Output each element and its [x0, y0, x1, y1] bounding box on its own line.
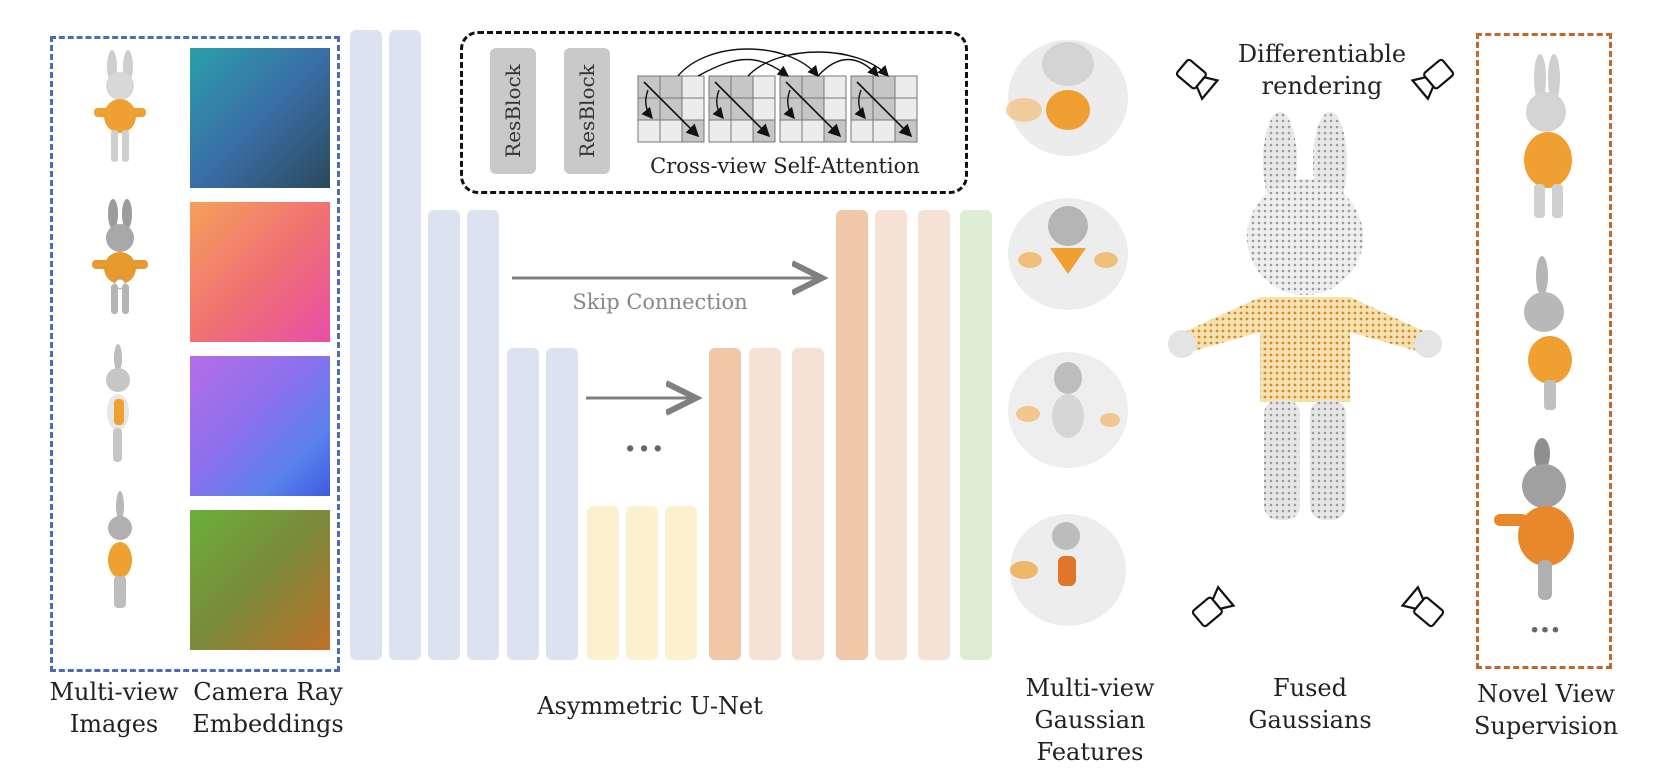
- novel-ellipsis: ...: [1529, 605, 1561, 640]
- ray-embedding-3: [190, 356, 330, 496]
- attention-grid: [850, 75, 918, 143]
- label-multiview-images: Multi-view Images: [49, 678, 179, 738]
- camera-icon: [1400, 585, 1445, 628]
- novel-view-1: [1524, 54, 1572, 218]
- camera-icon: [1191, 585, 1236, 628]
- unet-decoder-bar-6: [918, 210, 950, 660]
- unet-bottleneck-bar-1: [587, 506, 619, 660]
- camera-icon: [1410, 58, 1455, 101]
- unet-encoder-bar-6: [546, 348, 578, 660]
- novel-view-3: [1494, 438, 1574, 600]
- ray-embedding-2: [190, 202, 330, 342]
- ray-embedding-4: [190, 510, 330, 650]
- bunny-view-front: [94, 50, 146, 162]
- unet-decoder-bar-1: [709, 348, 741, 660]
- skip-connection-label: Skip Connection: [572, 290, 748, 314]
- bunny-view-rear: [108, 491, 132, 608]
- unet-decoder-bar-5: [875, 210, 907, 660]
- ray-embedding-1: [190, 48, 330, 188]
- fused-gaussians-bunny: [1168, 112, 1442, 520]
- unet-output-bar: [960, 210, 992, 660]
- input-frame: [50, 36, 340, 672]
- label-novel-view: Novel View Supervision: [1473, 680, 1619, 740]
- skip-arrow-upper: [512, 268, 830, 288]
- novel-view-2: [1524, 256, 1572, 410]
- camera-icon: [1175, 58, 1220, 101]
- cross-view-label: Cross-view Self-Attention: [650, 154, 920, 178]
- attention-grid: [637, 75, 705, 143]
- label-camera-ray: Camera Ray Embeddings: [192, 678, 344, 738]
- gaussian-feature-4: [1010, 514, 1126, 626]
- unet-decoder-bar-3: [792, 348, 824, 660]
- unet-decoder-bar-2: [749, 348, 781, 660]
- attention-grid: [779, 75, 847, 143]
- unet-encoder-bar-1: [350, 30, 382, 660]
- unet-encoder-bar-2: [389, 30, 421, 660]
- unet-bottleneck-bar-2: [626, 506, 658, 660]
- gaussian-feature-1: [1006, 40, 1128, 156]
- unet-bottleneck-bar-3: [665, 506, 697, 660]
- unet-encoder-bar-5: [507, 348, 539, 660]
- gaussian-feature-3: [1008, 352, 1128, 468]
- bunny-view-side: [106, 344, 130, 462]
- label-unet: Asymmetric U-Net: [537, 692, 763, 720]
- label-diff-rendering: Differentiable rendering: [1237, 40, 1407, 100]
- skip-arrow-lower: [586, 388, 704, 408]
- gaussian-feature-2: [1008, 198, 1128, 310]
- unet-ellipsis: ...: [624, 420, 666, 460]
- cross-view-attention-grids: [637, 48, 918, 143]
- unet-encoder-bar-4: [467, 210, 499, 660]
- label-fused-gaussians: Fused Gaussians: [1248, 674, 1372, 734]
- attention-inset: [460, 31, 968, 194]
- label-gaussian-features: Multi-view Gaussian Features: [1025, 674, 1155, 766]
- unet-encoder-bar-3: [428, 210, 460, 660]
- unet-decoder-bar-4: [836, 210, 868, 660]
- resblock-2: ResBlock: [564, 48, 610, 174]
- supervision-frame: [1476, 33, 1612, 669]
- attention-grid: [708, 75, 776, 143]
- bunny-view-back: [92, 199, 148, 314]
- resblock-1: ResBlock: [490, 48, 536, 174]
